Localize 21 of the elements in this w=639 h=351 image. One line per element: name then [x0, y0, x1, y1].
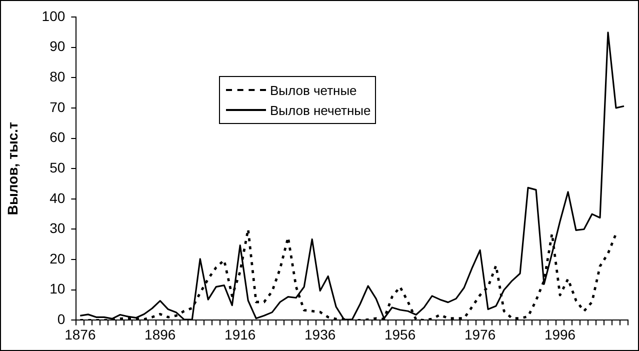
x-tick-label: 1976: [464, 326, 496, 342]
y-tick-label: 10: [50, 280, 66, 297]
y-tick-label: 80: [50, 68, 66, 84]
y-tick-label: 30: [50, 220, 66, 236]
y-axis-title: Вылов, тыс.т: [4, 122, 20, 216]
x-tick-label: 1956: [384, 326, 416, 342]
x-tick-label: 1916: [224, 326, 256, 342]
y-tick-label: 70: [50, 98, 66, 115]
y-tick-label: 40: [50, 190, 66, 206]
legend-label: Вылов четные: [270, 82, 357, 98]
y-tick-label: 60: [50, 129, 66, 146]
y-tick-label: 90: [50, 38, 66, 54]
y-tick-label: 0: [57, 311, 66, 328]
legend-label: Вылов нечетные: [270, 102, 371, 118]
y-tick-label: 20: [50, 250, 66, 266]
y-tick-label: 50: [50, 159, 66, 176]
y-tick-label: 100: [42, 8, 66, 24]
x-tick-label: 1896: [144, 326, 176, 342]
x-tick-label: 1996: [544, 326, 576, 342]
x-tick-label: 1936: [304, 326, 336, 342]
x-tick-label: 1876: [64, 326, 96, 342]
